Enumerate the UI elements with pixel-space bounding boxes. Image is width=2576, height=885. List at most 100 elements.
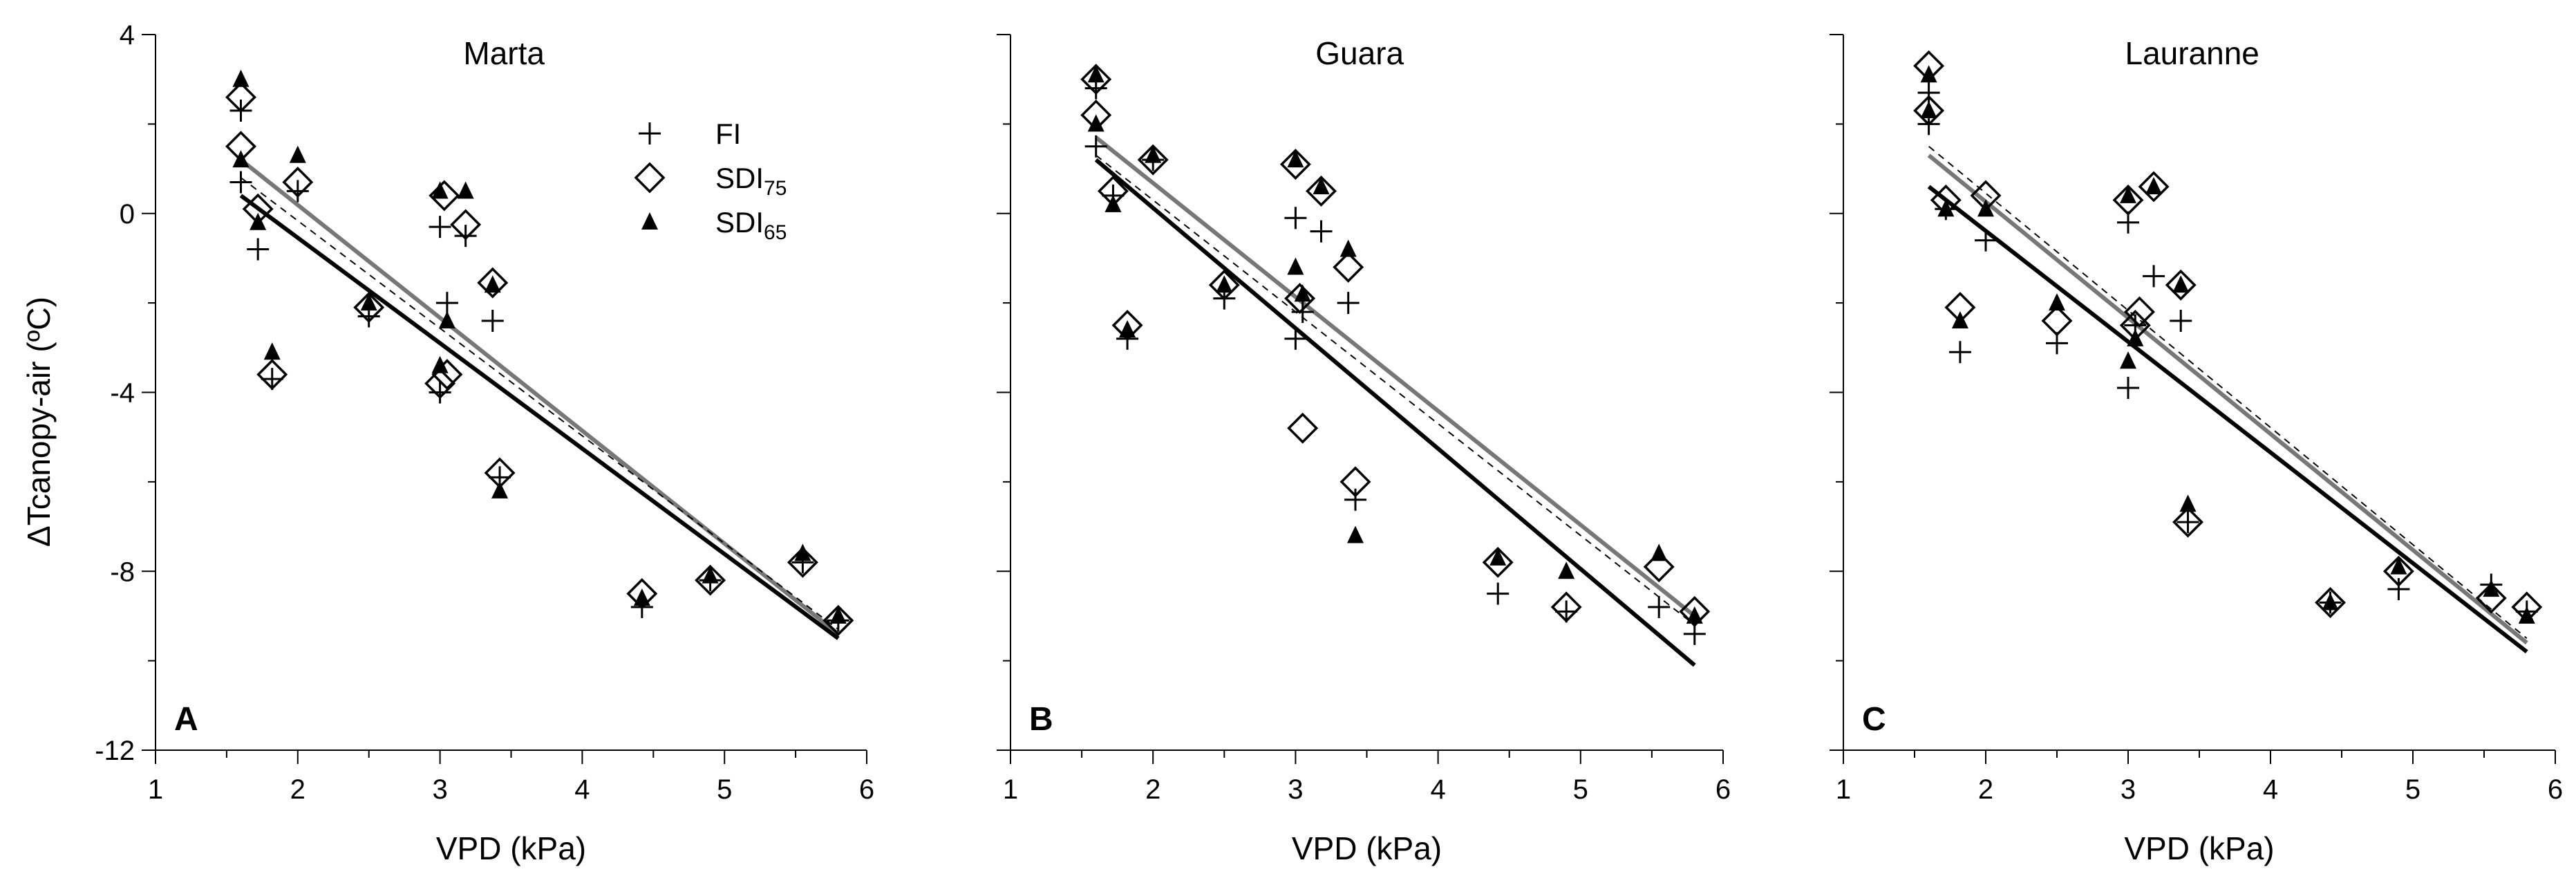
guara-point-sdi75 — [1279, 149, 1311, 180]
y-axis-label-main: canopy-air (ºC) — [21, 297, 57, 510]
guara-point-fi — [1648, 596, 1671, 618]
legend-marker-fi — [639, 122, 661, 145]
guara-x-tick-label: 1 — [1003, 774, 1018, 805]
guara-point-fi — [1337, 292, 1360, 315]
marta-point-fi — [481, 310, 504, 332]
guara-point-sdi75 — [1339, 466, 1371, 498]
marta-x-tick-label: 3 — [432, 774, 447, 805]
guara-point-sdi75 — [1080, 64, 1112, 95]
guara-point-fi — [1555, 600, 1578, 623]
marta-point-sdi65 — [491, 481, 509, 499]
legend-label-main: SDI — [715, 206, 764, 239]
marta-point-fi — [229, 171, 252, 194]
marta-x-tick-label: 4 — [574, 774, 590, 805]
legend-label-main: FI — [715, 118, 741, 150]
lauranne-point-sdi75 — [2475, 582, 2507, 614]
lauranne-point-sdi75 — [2041, 305, 2073, 337]
lauranne-x-tick-label: 2 — [1978, 774, 1993, 805]
lauranne-point-sdi75 — [2172, 506, 2203, 538]
marta-x-tick-label: 1 — [148, 774, 163, 805]
guara-point-sdi65 — [1087, 65, 1104, 83]
lauranne-x-axis-label: VPD (kPa) — [2124, 830, 2274, 866]
guara-point-sdi65 — [1294, 284, 1311, 302]
lauranne-panel-label: C — [1862, 701, 1886, 738]
lauranne-point-fi — [2170, 310, 2192, 332]
guara-point-sdi75 — [1111, 309, 1143, 341]
lauranne-point-sdi75 — [2315, 587, 2346, 619]
guara-point-sdi65 — [1347, 525, 1364, 543]
lauranne-point-sdi65 — [2120, 351, 2136, 369]
lauranne-point-sdi75 — [2124, 296, 2155, 328]
marta-point-sdi65 — [829, 606, 847, 624]
guara-point-sdi65 — [1087, 114, 1104, 132]
marta-point-sdi75 — [477, 267, 509, 299]
guara-point-sdi65 — [1558, 561, 1575, 579]
marta-x-axis-label: VPD (kPa) — [436, 830, 586, 866]
guara-point-sdi65 — [1287, 150, 1304, 168]
guara-point-sdi75 — [1208, 269, 1240, 301]
marta-point-fi — [429, 381, 451, 404]
guara-point-fi — [1310, 220, 1333, 243]
lauranne-point-fi — [1917, 82, 1940, 104]
legend-marker-sdi65 — [641, 212, 658, 230]
guara-point-sdi65 — [1104, 194, 1122, 212]
marta-point-sdi65 — [360, 293, 377, 311]
guara-point-sdi65 — [1119, 319, 1136, 337]
guara-title: Guara — [1315, 35, 1404, 71]
guara-point-fi — [1344, 488, 1366, 511]
legend-label-subscript: 65 — [764, 221, 787, 244]
guara-point-sdi65 — [1216, 275, 1233, 293]
guara-point-sdi75 — [1333, 251, 1364, 283]
lauranne-point-fi — [2177, 511, 2199, 534]
guara-fit-line-sdi65 — [1094, 158, 1696, 667]
marta-point-sdi65 — [794, 543, 811, 561]
guara-fit-line-fi — [1096, 154, 1695, 626]
marta-point-sdi75 — [626, 578, 658, 610]
guara-point-sdi65 — [1651, 543, 1668, 561]
marta-point-fi — [247, 238, 270, 261]
marta-x-tick-label: 6 — [859, 774, 874, 805]
lauranne-x-tick-label: 4 — [2263, 774, 2278, 805]
guara-x-tick-label: 4 — [1430, 774, 1445, 805]
lauranne-point-sdi65 — [1920, 65, 1937, 83]
marta-point-sdi65 — [232, 150, 250, 168]
marta-point-sdi65 — [250, 212, 267, 230]
guara-point-fi — [1291, 301, 1314, 324]
marta-point-sdi75 — [695, 564, 726, 596]
lauranne-point-sdi65 — [2322, 593, 2339, 611]
guara-point-fi — [1084, 135, 1107, 158]
lauranne-point-sdi65 — [1920, 100, 1937, 118]
y-tick-label: -12 — [95, 736, 135, 766]
lauranne-fit-line-sdi75 — [1927, 153, 2528, 645]
marta-point-sdi65 — [457, 181, 474, 199]
legend-label-main: SDI — [715, 162, 764, 194]
y-tick-label: -4 — [110, 378, 135, 409]
y-axis-label: ΔTcanopy-air (ºC) — [21, 297, 57, 547]
y-axis-label-delta: ΔT — [21, 506, 57, 547]
lauranne-point-fi — [2117, 377, 2139, 400]
guara-point-sdi75 — [1284, 283, 1316, 315]
lauranne-point-sdi65 — [2172, 275, 2190, 293]
lauranne-x-tick-label: 1 — [1836, 774, 1851, 805]
marta-point-sdi75 — [282, 166, 314, 198]
guara-point-sdi65 — [1287, 257, 1304, 275]
guara-point-fi — [1284, 327, 1307, 350]
lauranne-x-tick-label: 5 — [2405, 774, 2420, 805]
marta-point-sdi65 — [633, 588, 650, 606]
lauranne-point-fi — [1975, 229, 1997, 252]
guara-x-tick-label: 3 — [1288, 774, 1303, 805]
lauranne-point-sdi65 — [1951, 311, 1968, 328]
marta-point-sdi75 — [353, 292, 385, 324]
lauranne-point-sdi65 — [2127, 328, 2144, 346]
marta-point-sdi65 — [289, 145, 306, 163]
marta-point-sdi75 — [256, 359, 288, 391]
marta-point-sdi75 — [787, 546, 818, 578]
lauranne-x-tick-label: 3 — [2121, 774, 2136, 805]
marta-point-sdi65 — [702, 566, 719, 584]
legend-label-sdi65: SDI65 — [715, 206, 787, 244]
marta-point-sdi65 — [232, 69, 250, 87]
lauranne-fit-line-sdi65 — [1927, 185, 2528, 654]
lauranne-point-sdi75 — [1913, 95, 1945, 127]
